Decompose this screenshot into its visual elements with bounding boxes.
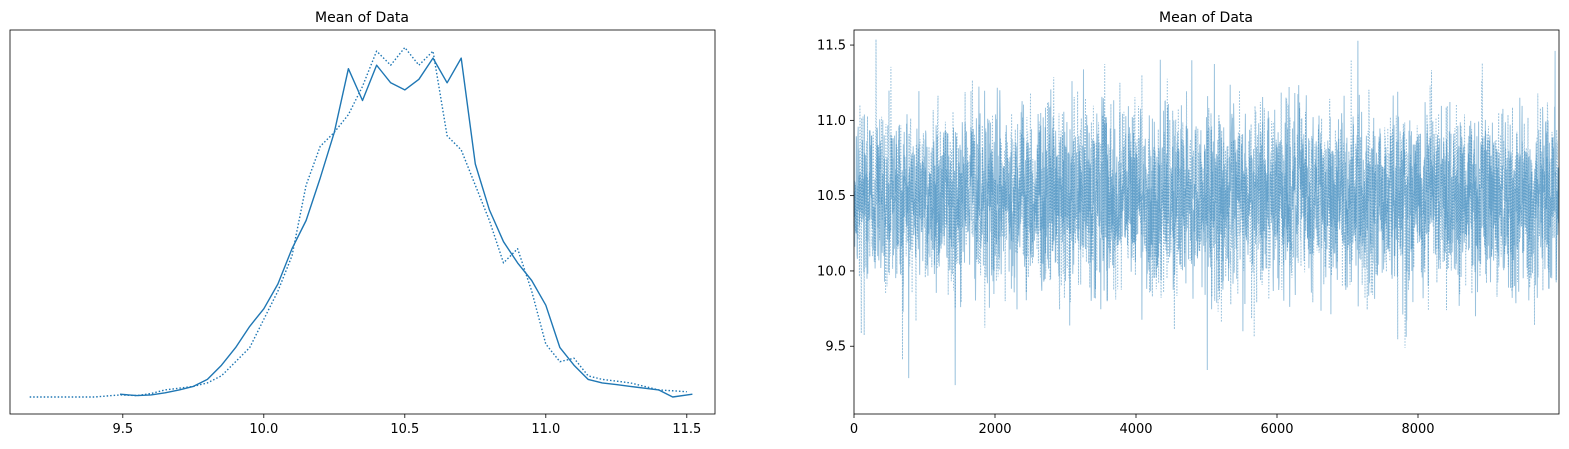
kde-panel: Mean of Data 9.5 10.0 10.5 11.0 11.5 bbox=[9, 10, 716, 437]
trace-x-tick-label: 6000 bbox=[1260, 422, 1293, 437]
trace-x-tick-label: 8000 bbox=[1401, 422, 1434, 437]
trace-title: Mean of Data bbox=[1159, 10, 1253, 26]
trace-y-tick-label: 9.5 bbox=[825, 340, 846, 355]
kde-x-axis: 9.5 10.0 10.5 11.0 11.5 bbox=[112, 414, 701, 437]
trace-x-axis: 0 2000 4000 6000 8000 bbox=[850, 414, 1435, 437]
kde-axes-frame bbox=[9, 29, 716, 415]
kde-line-solid bbox=[119, 57, 693, 398]
trace-y-tick-label: 10.0 bbox=[817, 264, 846, 279]
kde-series-group bbox=[29, 46, 693, 398]
trace-x-tick-label: 2000 bbox=[978, 422, 1011, 437]
kde-x-tick-label: 11.5 bbox=[672, 422, 701, 437]
kde-x-tick-label: 9.5 bbox=[112, 422, 133, 437]
trace-axes-frame bbox=[853, 29, 1560, 415]
trace-panel: Mean of Data 0 2000 4000 6000 8000 9.5 10.0 10… bbox=[817, 10, 1560, 437]
trace-y-tick-label: 11.5 bbox=[817, 39, 846, 54]
trace-x-tick-label: 0 bbox=[850, 422, 858, 437]
kde-title: Mean of Data bbox=[315, 10, 409, 26]
trace-x-tick-label: 4000 bbox=[1119, 422, 1152, 437]
trace-y-tick-label: 11.0 bbox=[817, 114, 846, 129]
trace-line-dotted bbox=[853, 39, 1560, 360]
trace-y-tick-label: 10.5 bbox=[817, 189, 846, 204]
trace-y-axis: 9.5 10.0 10.5 11.0 11.5 bbox=[817, 39, 854, 355]
kde-line-dotted bbox=[29, 46, 687, 398]
kde-x-tick-label: 10.0 bbox=[249, 422, 278, 437]
trace-series-group bbox=[853, 39, 1560, 386]
kde-x-tick-label: 10.5 bbox=[390, 422, 419, 437]
trace-line-solid bbox=[853, 40, 1560, 386]
kde-x-tick-label: 11.0 bbox=[531, 422, 560, 437]
